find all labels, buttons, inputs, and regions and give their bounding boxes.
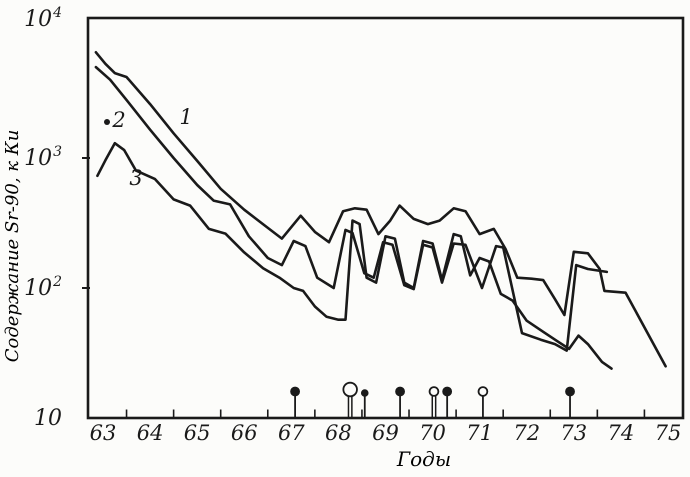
curve-1: [94, 50, 667, 368]
x-tick-label: 70: [419, 421, 446, 445]
plot-border: [86, 16, 685, 420]
x-tick-label: 71: [466, 421, 493, 445]
y-tick-label: 103: [24, 144, 62, 171]
x-tick-label: 73: [560, 421, 587, 445]
x-tick-label: 67: [278, 421, 305, 445]
x-tick-label: 66: [231, 421, 258, 445]
bottom-marker-filled: [442, 386, 453, 397]
x-tick-label: 72: [513, 421, 540, 445]
y-tick-label: 10: [34, 406, 62, 431]
bottom-marker-filled: [360, 389, 369, 397]
x-tick-label: 74: [608, 421, 635, 445]
curve-label-3: 3: [129, 166, 142, 190]
series-2-marker-dot: [104, 119, 110, 125]
x-tick-label: 68: [325, 421, 352, 445]
bottom-marker-filled: [395, 386, 405, 397]
bottom-marker-filled: [565, 386, 575, 397]
x-axis-title: Годы: [396, 447, 451, 471]
y-tick-label: 102: [24, 274, 62, 301]
bottom-marker-open: [428, 386, 440, 397]
x-tick-label: 69: [372, 421, 399, 445]
x-tick-label: 63: [90, 421, 117, 445]
bottom-marker-open: [477, 386, 489, 397]
curve-3: [96, 141, 613, 370]
x-tick-label: 75: [655, 421, 682, 445]
y-axis-title: Содержание Sr-90, к Ки: [2, 130, 23, 363]
x-tick-label: 64: [137, 421, 164, 445]
curve-label-1: 1: [179, 105, 192, 129]
y-tick-label: 104: [24, 5, 62, 32]
curve-2: [94, 65, 609, 352]
curve-label-2: 2: [111, 108, 125, 132]
x-tick-label: 65: [184, 421, 211, 445]
bottom-marker-filled: [290, 386, 300, 397]
bottom-marker-open: [342, 381, 358, 398]
